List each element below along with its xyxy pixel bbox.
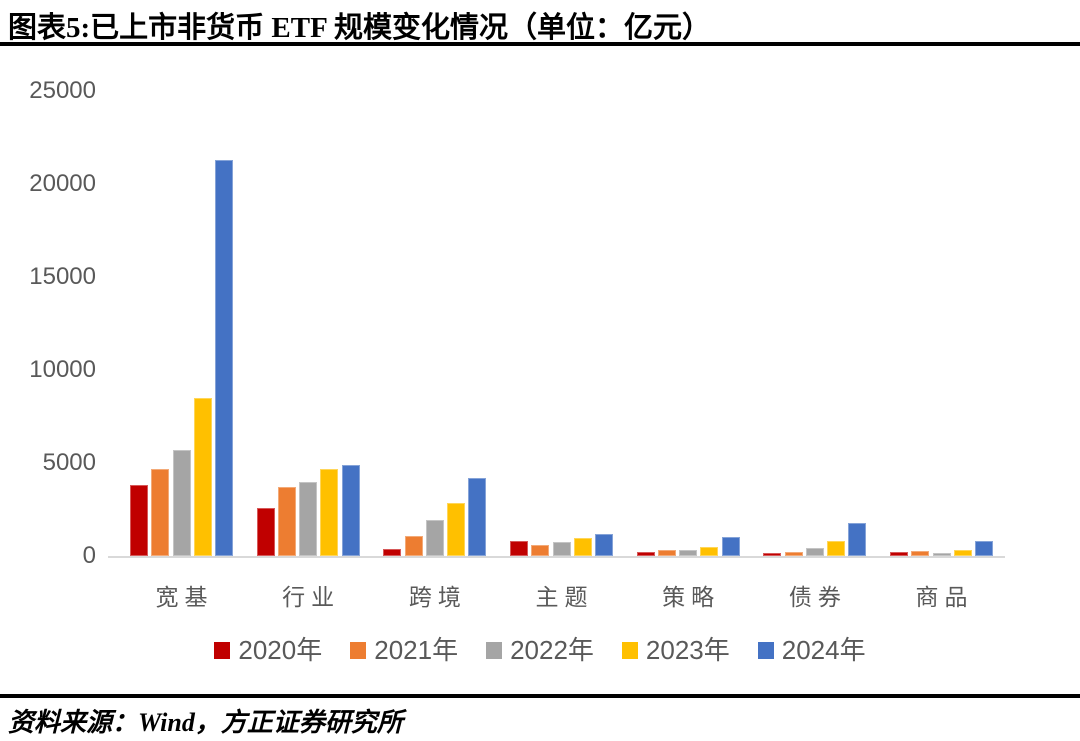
x-axis-label: 商品 bbox=[915, 585, 974, 610]
y-tick-label: 0 bbox=[82, 542, 96, 569]
plot-area bbox=[108, 91, 1006, 558]
y-tick-label: 15000 bbox=[29, 263, 96, 290]
y-tick-label: 20000 bbox=[29, 170, 96, 197]
legend-label: 2020年 bbox=[238, 635, 323, 665]
y-tick-label: 5000 bbox=[42, 449, 96, 476]
bar-group-4 bbox=[510, 91, 613, 556]
x-axis-line bbox=[108, 556, 1005, 558]
legend-swatch-icon bbox=[214, 641, 231, 659]
bar-2022年 bbox=[172, 450, 191, 556]
y-axis: 25000 20000 15000 10000 5000 0 bbox=[0, 79, 96, 568]
legend-swatch-icon bbox=[757, 641, 774, 659]
bar-2024年 bbox=[721, 537, 740, 556]
legend-swatch-icon bbox=[350, 641, 367, 659]
title-divider bbox=[0, 42, 1080, 46]
bar-2020年 bbox=[510, 541, 528, 556]
bar-2023年 bbox=[573, 538, 592, 556]
bar-2022年 bbox=[299, 482, 318, 556]
legend-item: 2024年 bbox=[757, 635, 866, 665]
source-note: 资料来源：Wind，方正证券研究所 bbox=[8, 708, 403, 737]
legend-label: 2022年 bbox=[510, 635, 594, 665]
bar-2022年 bbox=[425, 520, 444, 556]
bar-group-3 bbox=[383, 91, 487, 556]
chart-title: 图表5:已上市非货币 ETF 规模变化情况（单位：亿元） bbox=[8, 12, 711, 44]
bar-2023年 bbox=[447, 503, 466, 556]
bar-2023年 bbox=[700, 547, 719, 556]
legend: 2020年 2021年 2022年 2023年 2024年 bbox=[0, 637, 1080, 663]
bar-group-7 bbox=[890, 91, 993, 556]
bar-2020年 bbox=[890, 552, 908, 556]
legend-label: 2024年 bbox=[781, 635, 866, 665]
bar-2024年 bbox=[595, 534, 613, 556]
bar-2022年 bbox=[679, 550, 698, 556]
legend-swatch-icon bbox=[621, 641, 638, 659]
x-axis-label: 行业 bbox=[282, 585, 341, 610]
legend-swatch-icon bbox=[486, 641, 503, 659]
bar-2020年 bbox=[383, 549, 402, 556]
legend-item: 2021年 bbox=[350, 637, 458, 663]
y-tick-label: 10000 bbox=[29, 356, 96, 383]
x-axis-label: 策略 bbox=[662, 585, 721, 610]
bar-2024年 bbox=[975, 541, 993, 556]
bar-group-6 bbox=[763, 91, 867, 556]
bar-2021年 bbox=[531, 545, 550, 556]
legend-label: 2021年 bbox=[374, 635, 459, 665]
x-axis-label: 跨境 bbox=[408, 585, 467, 610]
footer-divider bbox=[0, 694, 1080, 698]
bar-2022年 bbox=[552, 542, 571, 556]
bar-2020年 bbox=[763, 553, 782, 556]
bar-2021年 bbox=[151, 469, 170, 556]
legend-item: 2020年 bbox=[214, 637, 322, 663]
bar-group-5 bbox=[636, 91, 740, 556]
bar-2022年 bbox=[805, 548, 824, 556]
bar-2023年 bbox=[827, 541, 846, 556]
bar-2024年 bbox=[341, 465, 360, 556]
bar-2021年 bbox=[911, 551, 930, 556]
bar-2023年 bbox=[953, 550, 972, 556]
bar-2021年 bbox=[277, 487, 296, 556]
bar-2024年 bbox=[468, 478, 487, 556]
legend-item: 2022年 bbox=[486, 637, 594, 663]
bar-2024年 bbox=[215, 160, 233, 556]
bar-2023年 bbox=[193, 398, 212, 556]
x-axis-label: 主题 bbox=[535, 585, 594, 610]
bar-2023年 bbox=[320, 469, 339, 556]
y-tick-label: 25000 bbox=[29, 77, 96, 104]
legend-label: 2023年 bbox=[645, 635, 730, 665]
bar-2020年 bbox=[636, 552, 655, 556]
bar-2024年 bbox=[848, 523, 867, 556]
bar-2022年 bbox=[932, 553, 951, 556]
legend-item: 2023年 bbox=[621, 635, 730, 665]
bar-group-1 bbox=[130, 91, 233, 556]
bar-group-2 bbox=[256, 91, 360, 556]
bar-2021年 bbox=[657, 550, 676, 556]
bar-2021年 bbox=[404, 536, 423, 556]
bar-2020年 bbox=[256, 508, 275, 556]
bar-2020年 bbox=[130, 485, 148, 556]
x-axis-label: 债券 bbox=[788, 585, 847, 610]
bar-2021年 bbox=[784, 552, 803, 556]
x-axis-label: 宽基 bbox=[155, 585, 214, 610]
